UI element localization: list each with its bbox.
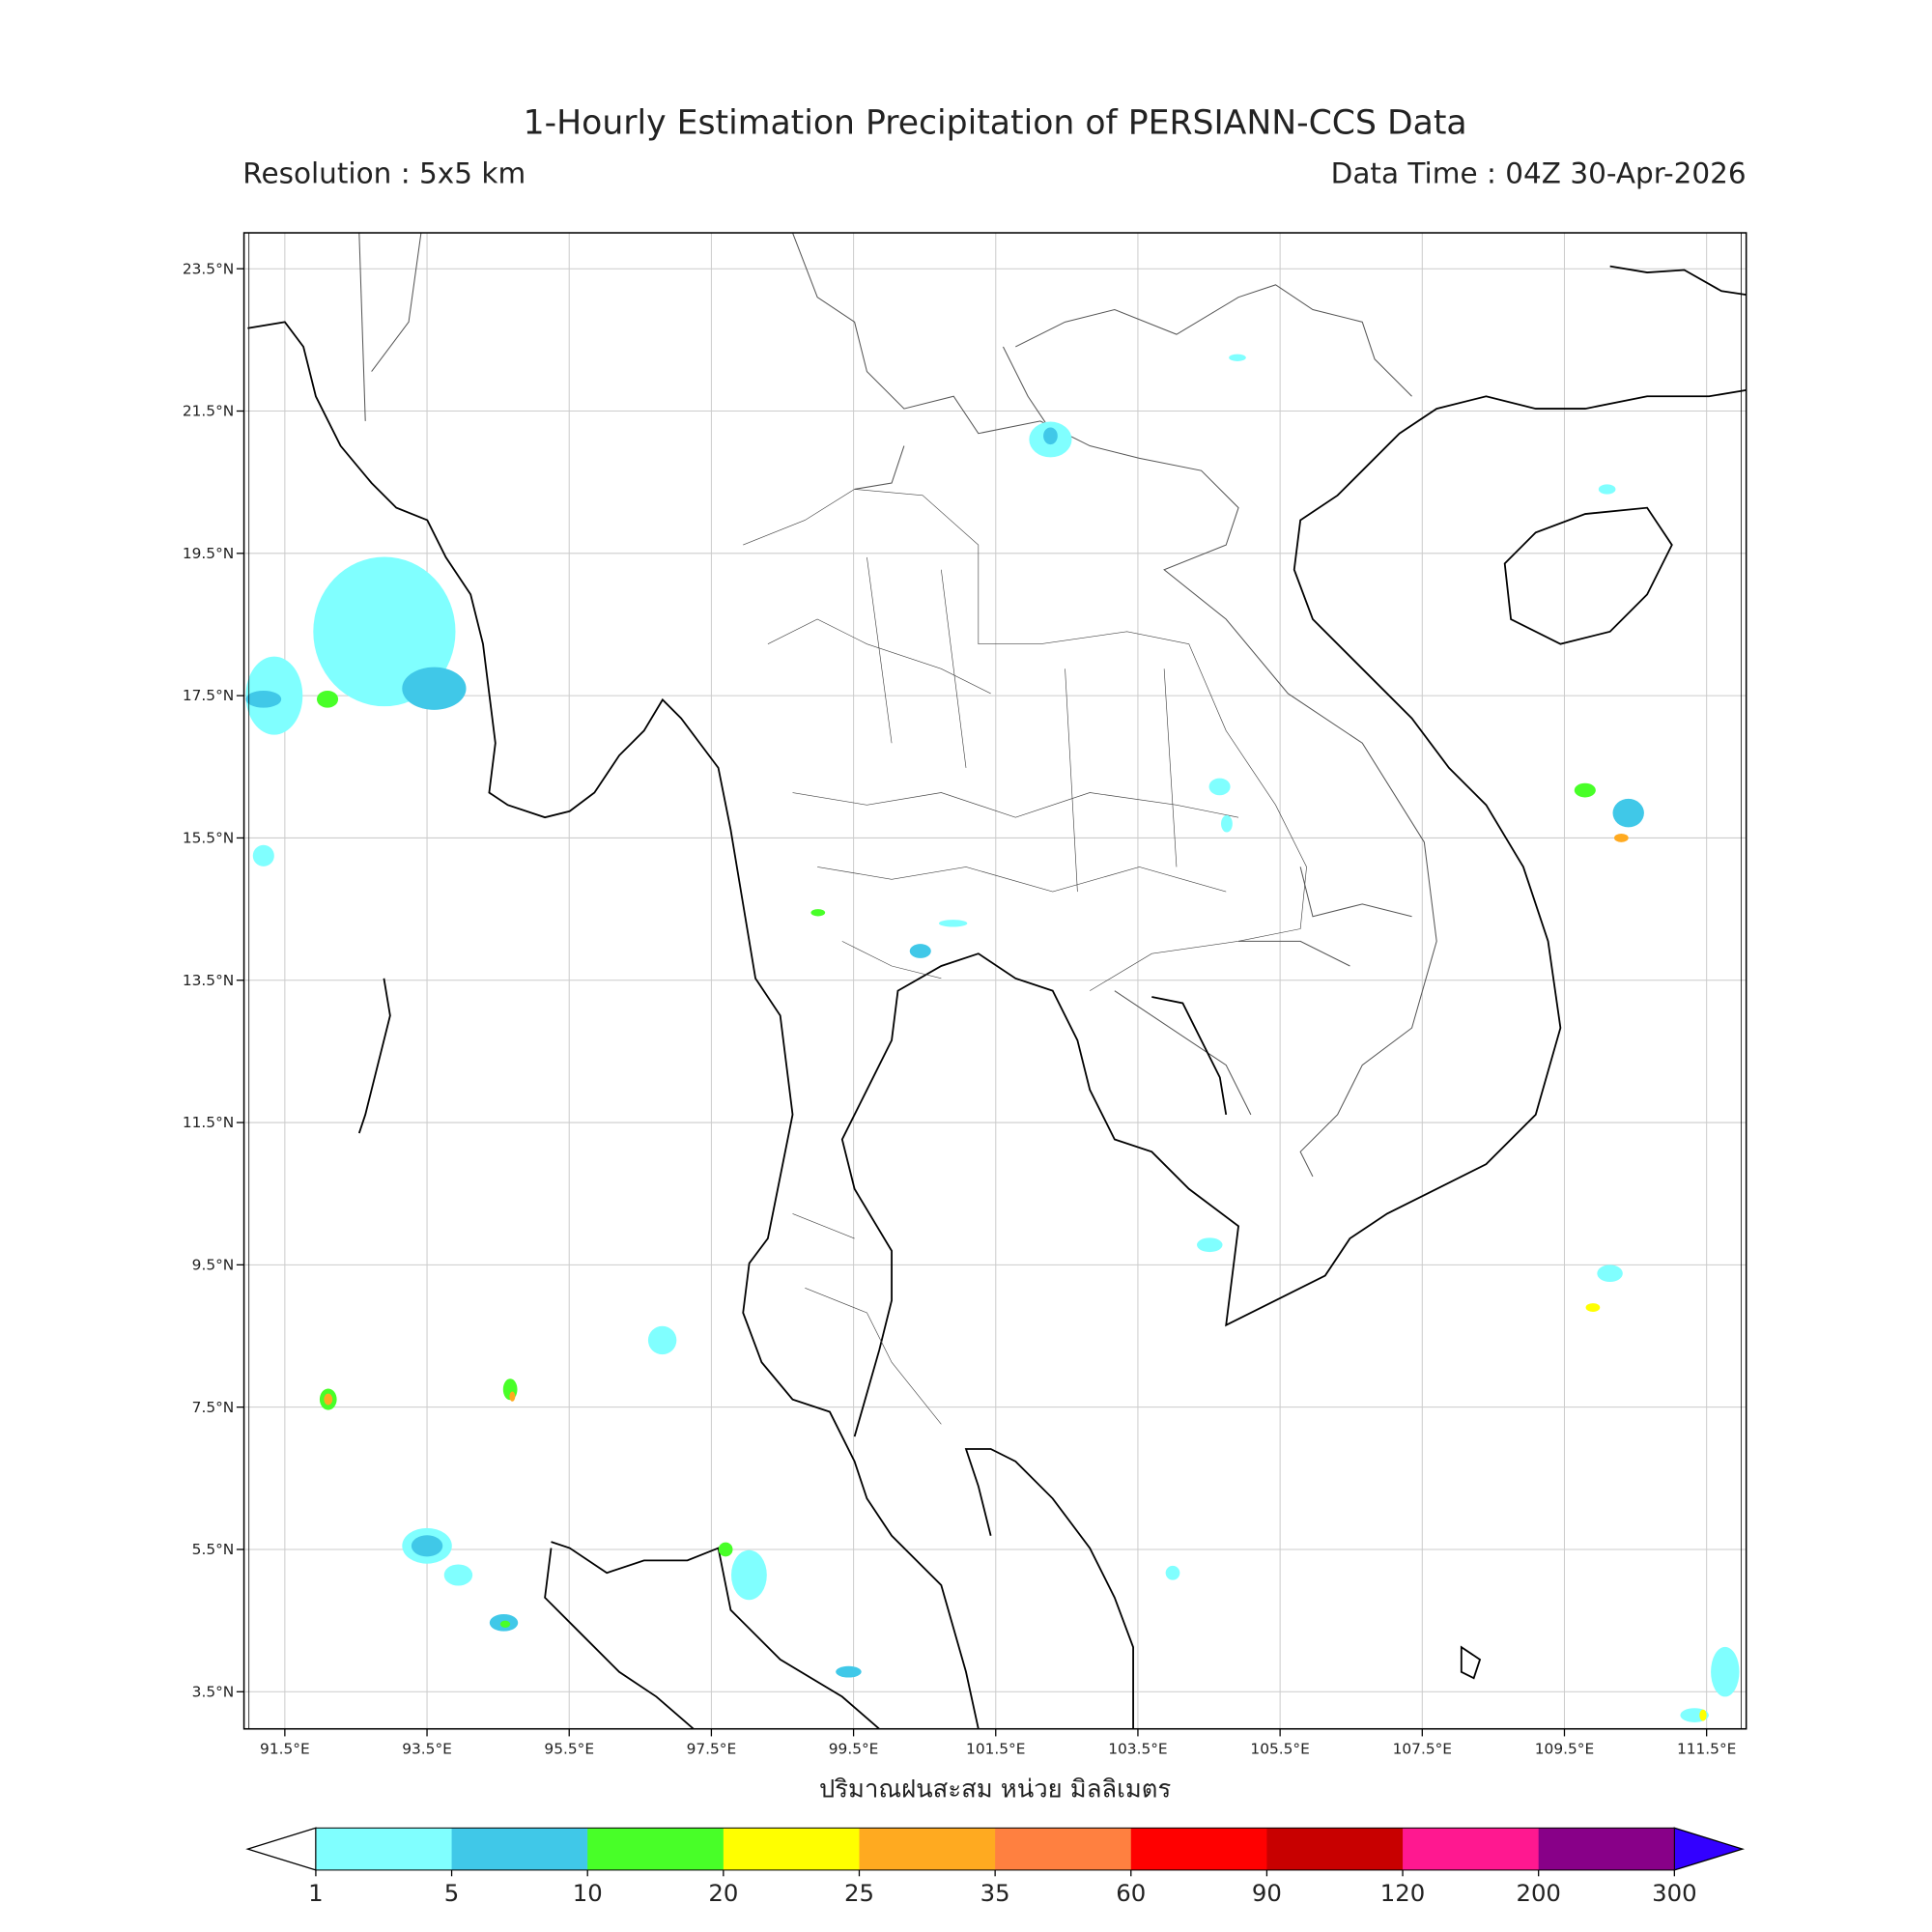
precip-cell (1699, 1709, 1707, 1721)
lon-tick-label: 103.5°E (1108, 1740, 1167, 1757)
colorbar-under-arrow (245, 1827, 317, 1871)
data-time-label: Data Time : 04Z 30-Apr-2026 (1330, 158, 1747, 191)
colorbar-over-arrow (1673, 1827, 1746, 1871)
lat-tick-label: 19.5°N (183, 545, 234, 562)
lon-tick-label: 101.5°E (966, 1740, 1025, 1757)
lat-tick-label: 11.5°N (183, 1114, 234, 1131)
precip-cell (1598, 484, 1616, 495)
precip-cell (411, 1535, 443, 1557)
precip-cell (509, 1391, 516, 1402)
colorbar-label: 60 (1116, 1879, 1146, 1907)
colorbar-segment (1130, 1828, 1268, 1870)
map-frame (242, 232, 1747, 1730)
lon-tick-label: 105.5°E (1250, 1740, 1309, 1757)
colorbar-segment (723, 1828, 861, 1870)
lat-tick-label: 3.5°N (192, 1683, 235, 1700)
coastlines (247, 265, 1747, 1729)
precip-cell (1229, 354, 1246, 361)
precip-cell (1208, 778, 1231, 796)
colorbar-segment (859, 1828, 996, 1870)
colorbar-label: 90 (1252, 1879, 1282, 1907)
axis-ticks: 91.5°E 93.5°E 95.5°E 97.5°E 99.5°E 101.5°E 103… (183, 260, 1737, 1757)
resolution-label: Resolution : 5x5 km (242, 158, 526, 191)
graticule (243, 233, 1747, 1729)
colorbar-segment (315, 1828, 453, 1870)
precip-cell (938, 920, 968, 927)
colorbar-segment (451, 1828, 588, 1870)
precip-cell (252, 844, 274, 867)
colorbar-segment (587, 1828, 724, 1870)
precip-cell (1574, 782, 1596, 798)
colorbar-label: 20 (708, 1879, 738, 1907)
borders (358, 233, 1437, 1178)
precip-cell (245, 690, 282, 708)
colorbar-segment (995, 1828, 1132, 1870)
lon-tick-label: 107.5°E (1393, 1740, 1452, 1757)
lat-tick-label: 13.5°N (183, 972, 234, 989)
colorbar-label: 10 (573, 1879, 603, 1907)
precip-cell (443, 1564, 473, 1586)
precip-cell (402, 667, 467, 710)
lon-tick-label: 111.5°E (1677, 1740, 1736, 1757)
precip-cell (1197, 1237, 1223, 1253)
precipitation-cells (245, 354, 1740, 1722)
precip-cell (316, 690, 339, 708)
lat-tick-label: 23.5°N (183, 260, 234, 277)
precip-cell (1597, 1264, 1623, 1283)
chart-title: 1-Hourly Estimation Precipitation of PER… (523, 103, 1467, 143)
lon-tick-label: 91.5°E (260, 1740, 310, 1757)
lon-tick-label: 99.5°E (829, 1740, 879, 1757)
precip-cell (1613, 834, 1629, 842)
colorbar-segment (1538, 1828, 1675, 1870)
lat-tick-label: 9.5°N (192, 1256, 235, 1273)
precip-cell (1043, 427, 1058, 445)
precip-cell (718, 1542, 733, 1557)
lon-tick-label: 95.5°E (544, 1740, 594, 1757)
lat-tick-label: 21.5°N (183, 403, 234, 420)
precip-cell (1165, 1565, 1180, 1580)
colorbar-label: 120 (1380, 1879, 1425, 1907)
colorbar-segment (1403, 1828, 1540, 1870)
precip-cell (836, 1665, 862, 1678)
precip-cell (1221, 814, 1233, 833)
colorbar-segment (1266, 1828, 1404, 1870)
precip-cell (647, 1325, 677, 1355)
precip-cell (731, 1549, 767, 1601)
lat-tick-label: 7.5°N (192, 1399, 235, 1416)
colorbar-label: 35 (980, 1879, 1010, 1907)
colorbar-label: ปริมาณฝนสะสม หน่วย มิลลิเมตร (818, 1773, 1172, 1804)
colorbar-label: 1 (308, 1879, 324, 1907)
precip-cell (324, 1393, 333, 1406)
thailand-provinces (743, 489, 1307, 1425)
colorbar-label: 5 (444, 1879, 459, 1907)
colorbar-label: 300 (1652, 1879, 1696, 1907)
lon-tick-label: 109.5°E (1535, 1740, 1594, 1757)
colorbar-label: 200 (1516, 1879, 1560, 1907)
lon-tick-label: 97.5°E (687, 1740, 737, 1757)
lat-tick-label: 15.5°N (183, 830, 234, 847)
precip-cell (1711, 1646, 1740, 1697)
lon-tick-label: 93.5°E (402, 1740, 452, 1757)
precip-cell (1612, 798, 1644, 828)
precip-cell (499, 1620, 511, 1628)
precip-cell (1585, 1303, 1601, 1312)
precip-cell (810, 909, 826, 917)
lat-tick-label: 17.5°N (183, 687, 234, 704)
colorbar: 1 5 10 20 25 35 60 90 120 200 300 (245, 1827, 1746, 1907)
colorbar-label: 25 (844, 1879, 874, 1907)
precip-cell (909, 944, 931, 958)
precip-cell (313, 556, 456, 707)
lat-tick-label: 5.5°N (192, 1541, 235, 1558)
